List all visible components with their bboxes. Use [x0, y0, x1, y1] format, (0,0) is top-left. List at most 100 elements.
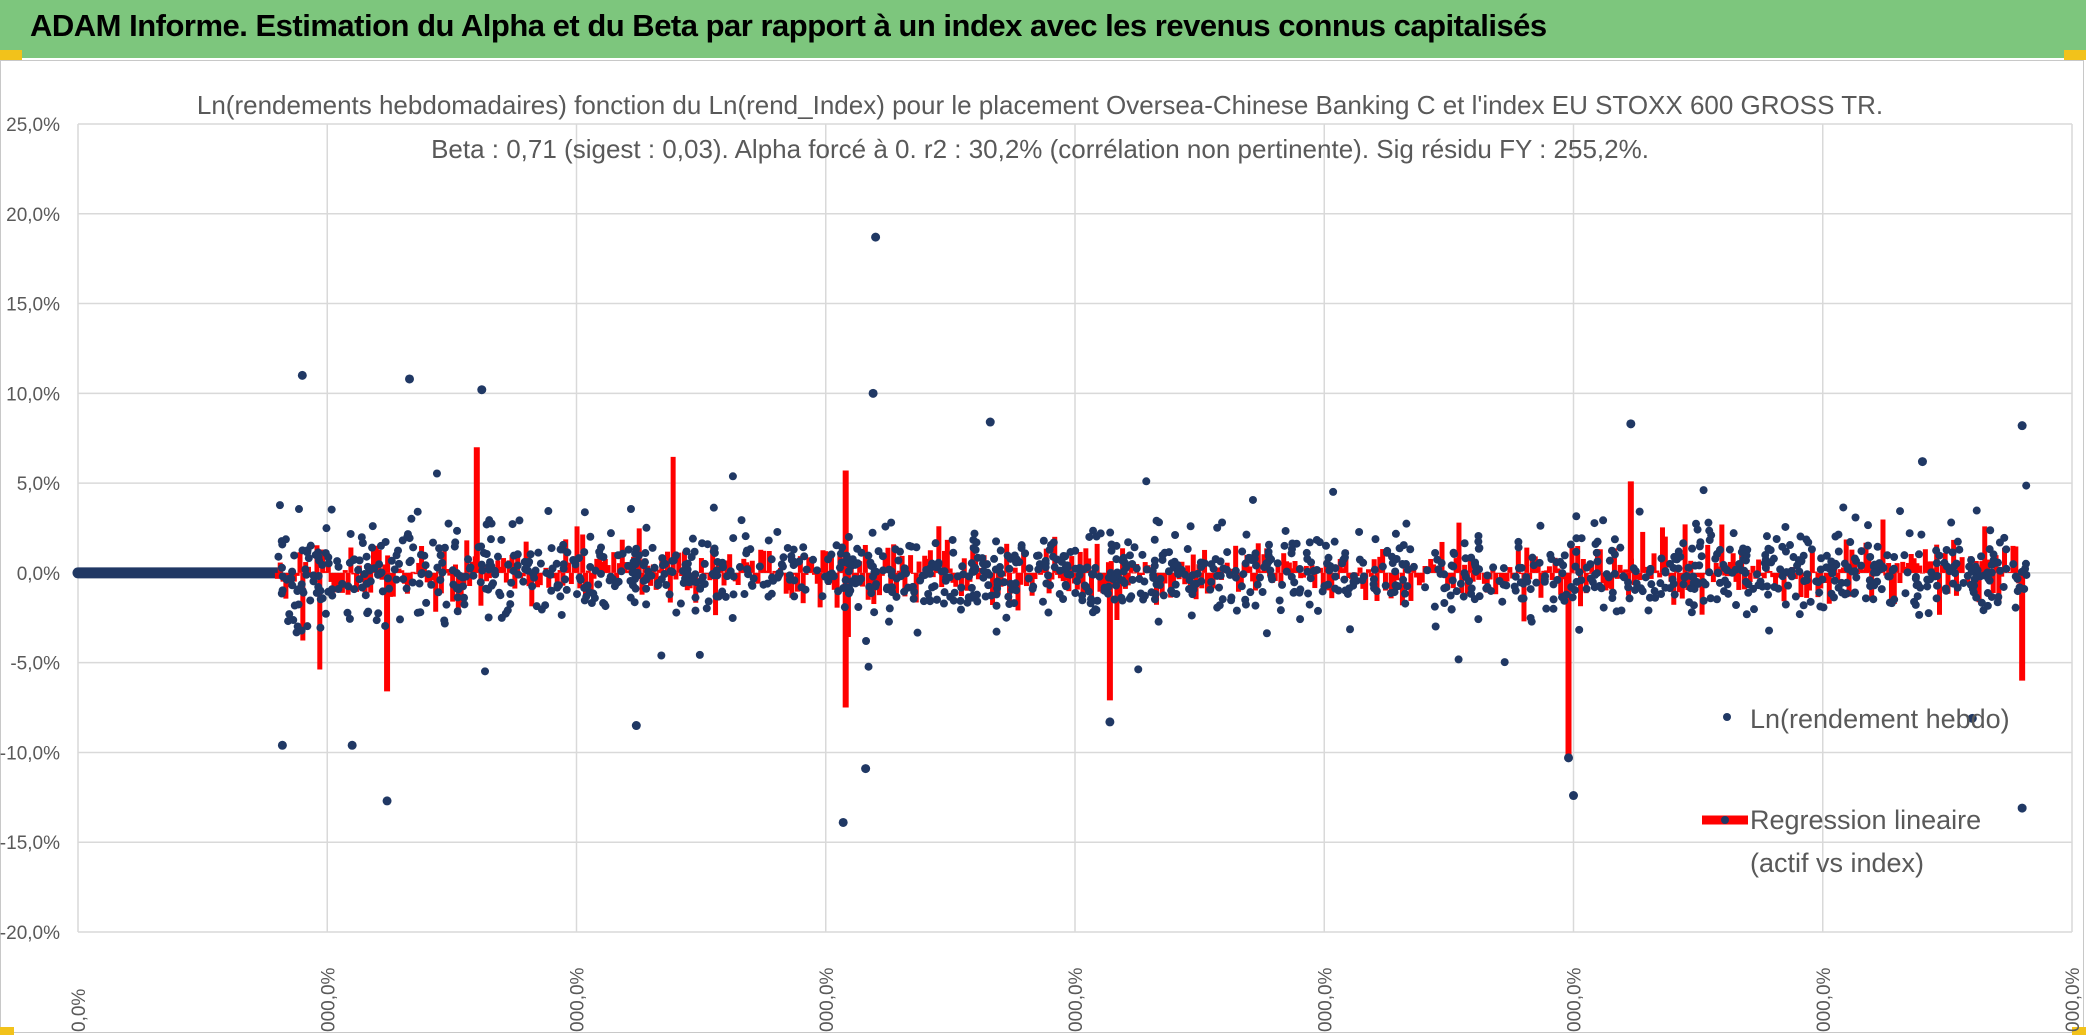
data-point [1241, 595, 1250, 604]
data-point [1699, 596, 1708, 605]
data-point [688, 534, 697, 543]
data-point [1795, 567, 1804, 576]
data-point [1063, 570, 1072, 579]
data-point [1440, 570, 1449, 579]
data-point [1124, 538, 1133, 547]
data-point [1999, 582, 2008, 591]
data-point [1553, 575, 1562, 584]
data-point [1442, 583, 1451, 592]
data-point [496, 591, 505, 600]
data-point [1251, 601, 1260, 610]
y-tick-label: 5,0% [17, 474, 60, 495]
data-point [453, 526, 462, 535]
data-point [1572, 512, 1581, 521]
data-point [1635, 507, 1644, 516]
data-point [800, 552, 809, 561]
data-point [1474, 531, 1483, 540]
data-point [1761, 551, 1770, 560]
data-point [442, 600, 451, 609]
data-point [1165, 548, 1174, 557]
data-point [1872, 568, 1881, 577]
data-point [1852, 556, 1861, 565]
data-point [526, 550, 535, 559]
data-point [1276, 606, 1285, 615]
data-point [477, 560, 486, 569]
data-point [453, 607, 462, 616]
data-point [1215, 601, 1224, 610]
data-point [900, 564, 909, 573]
data-point [778, 562, 787, 571]
data-point [1167, 586, 1176, 595]
data-point [789, 545, 798, 554]
data-point [1093, 596, 1102, 605]
data-point [1883, 551, 1892, 560]
data-point [939, 599, 948, 608]
data-point [521, 565, 530, 574]
data-point [1795, 610, 1804, 619]
legend-label-regression: Regression lineaire [1750, 805, 1981, 835]
data-point-outlier [277, 740, 287, 750]
data-point [1471, 567, 1480, 576]
data-point [586, 562, 595, 571]
data-point [1059, 594, 1068, 603]
data-point [1213, 523, 1222, 532]
data-point [544, 507, 553, 516]
data-point [1486, 586, 1495, 595]
data-point [513, 561, 522, 570]
data-point [1814, 578, 1823, 587]
data-point [1588, 578, 1597, 587]
data-point [1791, 592, 1800, 601]
data-point [614, 551, 623, 560]
data-point [1935, 551, 1944, 560]
data-point [1216, 571, 1225, 580]
data-point-outlier [1917, 457, 1927, 467]
data-point [870, 568, 879, 577]
data-point [504, 560, 513, 569]
data-point [981, 592, 990, 601]
data-point [1514, 543, 1523, 552]
data-point [324, 587, 333, 596]
data-point [1403, 582, 1412, 591]
data-point [1890, 553, 1899, 562]
data-point [1352, 576, 1361, 585]
y-tick-label: -10,0% [0, 743, 60, 764]
data-point [956, 596, 965, 605]
data-point [1042, 579, 1051, 588]
data-point [984, 581, 993, 590]
data-point [1670, 590, 1679, 599]
data-point [1933, 581, 1942, 590]
data-point [1186, 522, 1195, 531]
x-tick-label: 000,0% [1315, 967, 1336, 1032]
data-point [942, 573, 951, 582]
data-point [1977, 598, 1986, 607]
x-tick-label: 000,0% [2063, 967, 2084, 1032]
data-point [421, 561, 430, 570]
data-point [1120, 579, 1129, 588]
data-point [561, 575, 570, 584]
data-point [416, 608, 425, 617]
data-point [1382, 548, 1391, 557]
data-point [394, 559, 403, 568]
data-point [1697, 552, 1706, 561]
data-point [1915, 610, 1924, 619]
data-point [438, 558, 447, 567]
page-title: ADAM Informe. Estimation du Alpha et du … [30, 8, 1547, 43]
data-point [642, 584, 651, 593]
data-point [1489, 563, 1498, 572]
y-tick-label: 10,0% [6, 384, 60, 405]
data-point [429, 538, 438, 547]
data-point [1591, 540, 1600, 549]
data-point [1941, 584, 1950, 593]
data-point [1599, 516, 1608, 525]
data-point [905, 541, 914, 550]
data-point [1112, 541, 1121, 550]
data-point [1127, 592, 1136, 601]
data-point [1449, 562, 1458, 571]
data-point [1388, 559, 1397, 568]
data-point [1041, 559, 1050, 568]
data-point [1967, 556, 1976, 565]
data-point [461, 572, 470, 581]
data-point [525, 557, 534, 566]
data-point [1890, 595, 1899, 604]
data-point [1207, 577, 1216, 586]
